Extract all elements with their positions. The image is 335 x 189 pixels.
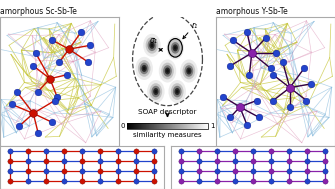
- Ellipse shape: [173, 86, 182, 97]
- Text: SOAP descriptor: SOAP descriptor: [138, 109, 197, 115]
- Ellipse shape: [141, 65, 147, 72]
- Ellipse shape: [159, 59, 176, 83]
- Text: amorphous Y-Sb-Te: amorphous Y-Sb-Te: [216, 7, 288, 16]
- Ellipse shape: [185, 65, 193, 77]
- Ellipse shape: [173, 44, 178, 51]
- Text: σ₁: σ₁: [150, 36, 158, 45]
- Text: r₁: r₁: [192, 21, 198, 30]
- Ellipse shape: [171, 83, 184, 100]
- Ellipse shape: [151, 86, 160, 97]
- Ellipse shape: [166, 36, 184, 59]
- Text: 0: 0: [120, 123, 125, 129]
- Ellipse shape: [161, 63, 174, 79]
- Ellipse shape: [146, 37, 158, 54]
- Ellipse shape: [147, 80, 164, 103]
- Ellipse shape: [140, 63, 148, 74]
- Ellipse shape: [135, 57, 153, 80]
- Text: 1: 1: [210, 123, 215, 129]
- Ellipse shape: [169, 80, 186, 103]
- Ellipse shape: [148, 40, 156, 51]
- Ellipse shape: [163, 65, 172, 77]
- Ellipse shape: [175, 88, 180, 95]
- Ellipse shape: [149, 83, 162, 100]
- Ellipse shape: [166, 69, 169, 73]
- Ellipse shape: [143, 34, 161, 57]
- Ellipse shape: [151, 43, 153, 47]
- Ellipse shape: [154, 90, 157, 93]
- Ellipse shape: [183, 63, 195, 79]
- Ellipse shape: [149, 42, 155, 49]
- Bar: [127, 123, 208, 129]
- Ellipse shape: [188, 69, 190, 73]
- Ellipse shape: [165, 67, 170, 74]
- Text: amorphous Sc-Sb-Te: amorphous Sc-Sb-Te: [0, 7, 77, 16]
- Ellipse shape: [180, 59, 198, 83]
- Ellipse shape: [153, 88, 158, 95]
- Ellipse shape: [186, 67, 192, 74]
- Ellipse shape: [169, 40, 182, 56]
- Ellipse shape: [174, 46, 177, 50]
- Ellipse shape: [138, 60, 150, 77]
- Ellipse shape: [143, 67, 145, 70]
- Text: similarity measures: similarity measures: [133, 132, 202, 138]
- Ellipse shape: [176, 90, 179, 93]
- Ellipse shape: [171, 42, 180, 54]
